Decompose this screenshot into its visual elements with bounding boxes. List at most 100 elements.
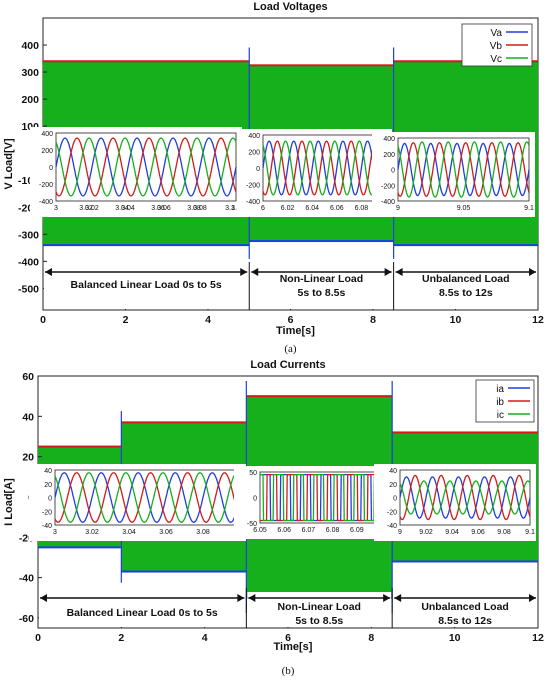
inset-series-c [399,480,531,515]
inset-x-tick-label: 6.05 [253,527,267,534]
segment-label-2: Unbalanced Load [421,601,509,613]
y-axis-label: V Load[V] [3,138,15,190]
inset-x-tick-label: 3 [54,205,58,212]
inset-y-tick-label: 0 [391,168,395,175]
chart-title: Load Currents [250,359,325,371]
segment-label-1: Non-Linear Load [280,273,363,285]
inset-series-c [55,137,237,197]
inset-y-tick-label: 0 [393,496,397,503]
segment-arrowhead-right-0 [237,594,245,602]
inset-series-b [260,473,381,522]
inset-x-tick-label: 6.04 [305,205,319,212]
y-tick-label: -300 [18,229,39,241]
segment-band-1 [250,266,393,309]
legend-label-Va: Va [491,28,503,39]
segment-label-1: 5s to 8.5s [298,287,346,299]
y-tick-label: 200 [21,94,39,106]
y-tick-label: -60 [19,613,34,625]
legend-label-ic: ic [497,410,504,421]
inset-y-tick-label: 40 [44,468,52,475]
legend-label-Vc: Vc [490,54,502,65]
inset-x-tick-label: 3.04 [122,529,136,536]
inset-plot-2: 40 20 0 -20 -409 9.02 9.04 9.06 9.08 9.1 [374,464,536,541]
inset-y-tick-label: -200 [381,183,395,190]
envelope-edge-top-1 [121,421,247,424]
inset-x-tick-label: 3.02 [85,529,99,536]
segment-arrowhead-left-0 [45,268,52,276]
inset-x-tick-label: 6.07 [302,527,316,534]
segment-arrowhead-left-0 [40,594,47,602]
inset-y-tick-label: 0 [253,496,257,503]
segment-arrowhead-right-1 [383,594,391,602]
envelope-edge-top-3 [392,431,538,434]
segment-arrowhead-left-1 [248,594,256,602]
inset-x-tick-label: 3.08 [196,529,210,536]
segment-arrowhead-left-1 [251,268,259,276]
x-axis-label: Time[s] [274,641,313,653]
envelope-edge-bottom-3 [392,560,538,563]
inset-x-tick-label: 6.08 [355,205,369,212]
inset-series-a [262,140,387,196]
legend-label-ib: ib [496,397,504,408]
inset-y-tick-label: 400 [41,131,53,138]
segment-band-2 [394,266,537,309]
segment-arrowhead-right-0 [240,268,248,276]
segment-label-2: Unbalanced Load [422,273,510,285]
envelope-edge-bottom-1 [121,570,247,573]
inset-series-a [399,476,531,519]
envelope-edge-bottom-1 [249,240,394,243]
segment-label-2: 8.5s to 12s [438,615,492,627]
inset-x-tick-label: 3.06 [157,205,171,212]
x-tick-label: 8 [370,314,376,326]
inset-y-tick-label: 20 [44,482,52,489]
envelope-edge-top-1 [249,64,394,67]
inset-y-tick-label: -200 [39,182,53,189]
chart-title: Load Voltages [253,1,327,13]
inset-series-c [262,140,387,196]
inset-y-tick-label: 400 [383,136,395,143]
inset-x-tick-label: 3.1 [231,205,241,212]
inset-x-tick-label: 3.06 [159,529,173,536]
inset-x-tick-label: 6.06 [330,205,344,212]
inset-y-tick-label: 40 [389,468,397,475]
inset-y-tick-label: -40 [387,523,397,530]
inset-x-tick-label: 6 [261,205,265,212]
inset-series-a [397,142,530,197]
inset-y-tick-label: -400 [381,199,395,206]
inset-x-tick-label: 6.02 [281,205,295,212]
envelope-edge-bottom-0 [43,244,250,247]
x-tick-label: 10 [450,314,462,326]
x-tick-label: 10 [449,632,461,644]
segment-label-1: Non-Linear Load [278,601,361,613]
inset-y-tick-label: -400 [246,199,260,206]
inset-x-tick-label-overlap: 3.04 [115,205,129,212]
inset-y-tick-label: 200 [383,152,395,159]
inset-x-tick-label: 6.08 [326,527,340,534]
y-tick-label: -400 [18,256,39,268]
inset-x-tick-label-overlap: 3.08 [187,205,201,212]
x-axis-label: Time[s] [276,325,315,337]
inset-x-tick-label-overlap: 3.06 [151,205,165,212]
inset-y-tick-label: 400 [248,133,260,140]
segment-arrowhead-right-2 [529,268,536,276]
envelope-edge-top-0 [43,60,250,63]
y-tick-label: -500 [18,283,39,295]
segment-band-0 [44,266,249,309]
inset-x-tick-label-overlap: 3.02 [79,205,93,212]
inset-x-tick-label: 6.09 [350,527,364,534]
inset-plot-1: 500-506.056.066.076.086.096.1 [234,466,387,539]
inset-x-tick-label-overlap: 3.1 [225,205,235,212]
inset-series-b [54,472,241,523]
inset-x-tick-label: 9.1 [525,529,535,536]
inset-x-tick-label: 9 [398,529,402,536]
x-tick-label: 0 [35,632,41,644]
inset-x-tick-label: 3.02 [85,205,99,212]
inset-y-tick-label: 200 [41,148,53,155]
segment-arrowhead-right-1 [384,268,392,276]
y-tick-label: 20 [22,452,34,464]
x-tick-label: 2 [123,314,129,326]
inset-series-b [55,137,237,197]
